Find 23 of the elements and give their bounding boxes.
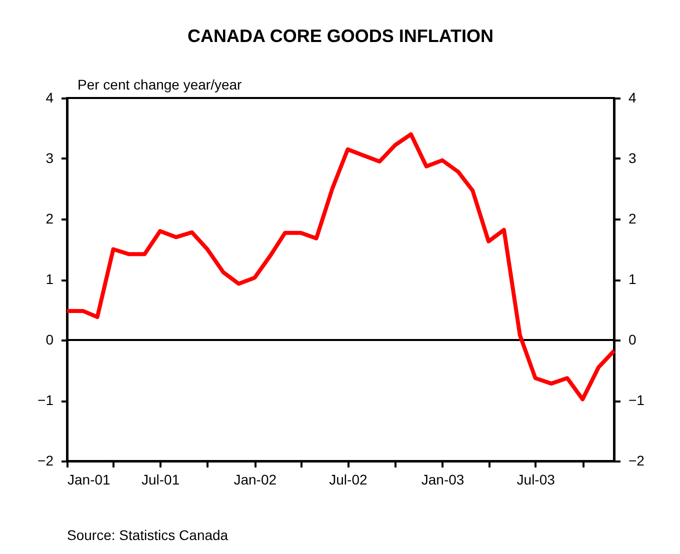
y-tick-label: 4	[46, 90, 54, 106]
chart-title: CANADA CORE GOODS INFLATION	[188, 26, 494, 46]
y-tick-label: −2	[38, 452, 54, 468]
source-note: Source: Statistics Canada	[67, 527, 228, 543]
y2-tick-label: 2	[628, 210, 636, 226]
y2-tick-label: −1	[628, 392, 645, 408]
y-axis-title: Per cent change year/year	[78, 76, 242, 92]
x-tick-label: Jan-01	[68, 472, 111, 488]
y-tick-label: 2	[46, 210, 54, 226]
y2-tick-label: 4	[628, 90, 636, 106]
y-tick-label: 1	[46, 271, 54, 287]
x-tick-label: Jul-01	[141, 472, 180, 488]
y-tick-label: 0	[46, 332, 54, 348]
y-tick-label: 3	[46, 150, 54, 166]
x-tick-label: Jan-02	[234, 472, 277, 488]
x-tick-label: Jul-03	[516, 472, 556, 488]
y2-tick-label: 0	[628, 332, 636, 348]
x-tick-label: Jan-03	[421, 472, 464, 488]
y2-tick-label: 1	[628, 271, 636, 287]
y2-tick-label: −2	[628, 452, 645, 468]
y-tick-label: −1	[38, 392, 54, 408]
y2-tick-label: 3	[628, 150, 636, 166]
x-tick-label: Jul-02	[329, 472, 368, 488]
